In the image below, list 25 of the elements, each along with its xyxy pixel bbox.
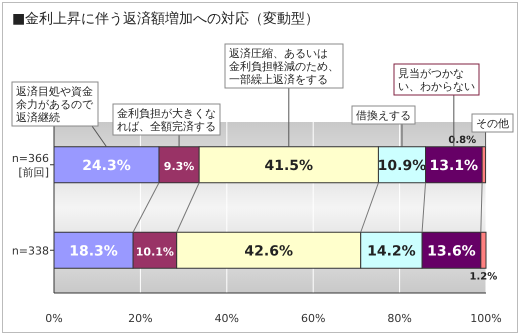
chart-title: ■金利上昇に伴う返済額増加への対応（変動型） [12, 10, 320, 27]
x-tick-label: 100% [470, 312, 502, 325]
data-label: 13.1% [430, 158, 478, 174]
callout-series: 返済目処や資金余力があるので返済継続 [12, 82, 107, 148]
data-label: 41.5% [264, 158, 314, 174]
data-label: 10.1% [136, 245, 174, 258]
x-tick-label: 40% [214, 312, 240, 325]
data-label: 24.3% [82, 158, 131, 174]
x-tick-label: 0% [45, 312, 63, 325]
x-tick-label: 60% [300, 312, 326, 325]
y-tick-label: n=338 [12, 244, 49, 258]
series-label: その他 [476, 117, 509, 130]
data-label: 42.6% [244, 243, 293, 260]
callout-series: 借換えする [352, 106, 416, 148]
data-label: 14.2% [367, 243, 416, 260]
x-tick-label: 20% [128, 312, 153, 325]
callout-series: 返済圧縮、あるいは金利負担軽減のため、一部繰上返済をする [224, 44, 344, 148]
y-tick-label: n=366 [前回] [12, 152, 49, 179]
data-label: 9.3% [164, 160, 194, 173]
series-label: 金利負担が大きくなれば、全額完済する [117, 107, 216, 133]
x-tick-label: 80% [387, 312, 412, 325]
data-label: 18.3% [69, 243, 118, 260]
data-label: 13.6% [427, 243, 476, 260]
data-label: 10.9% [378, 158, 426, 174]
data-label: 1.2% [470, 271, 498, 282]
